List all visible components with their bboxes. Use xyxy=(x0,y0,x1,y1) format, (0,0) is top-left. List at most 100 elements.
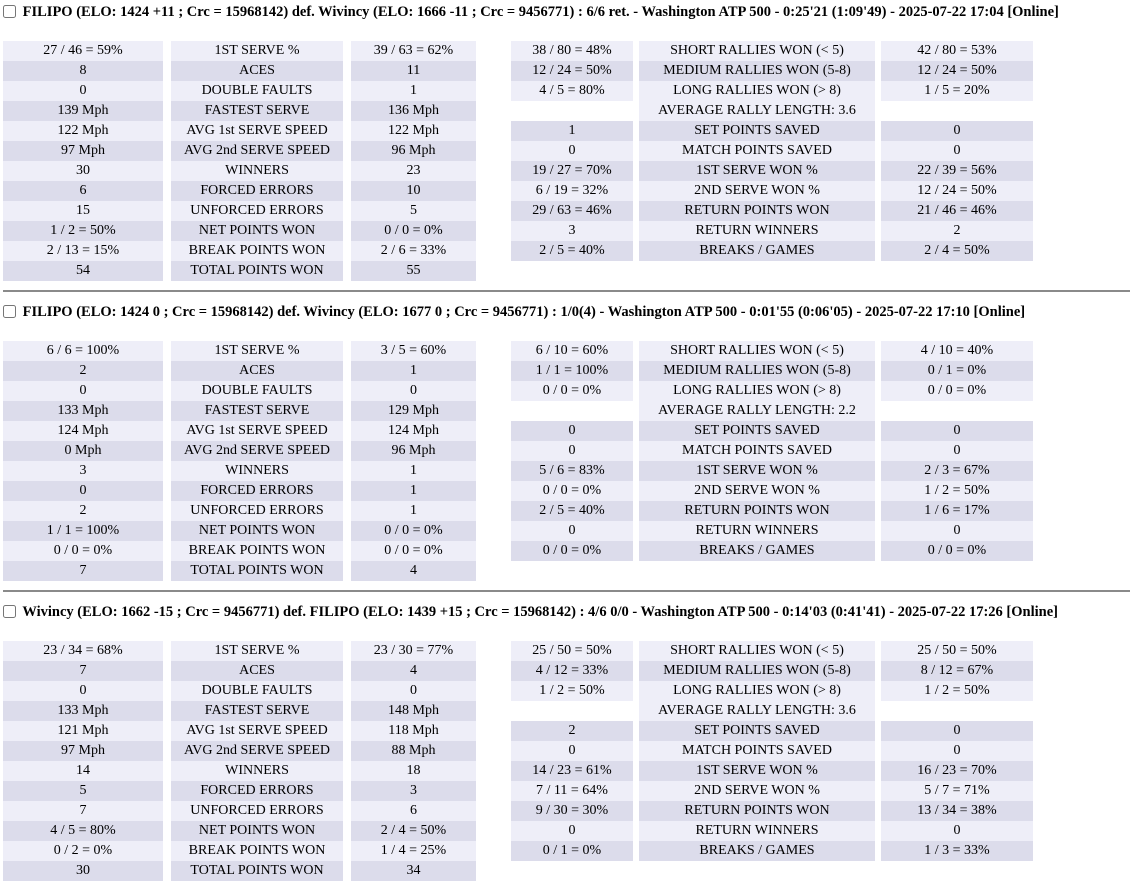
stat-value-p1: 7 / 11 = 64% xyxy=(511,781,633,801)
table-row: 133 Mph FASTEST SERVE 129 Mph xyxy=(3,401,476,421)
table-row: 27 / 46 = 59% 1ST SERVE % 39 / 63 = 62% xyxy=(3,41,476,61)
column-spacer xyxy=(343,121,351,141)
column-spacer xyxy=(343,421,351,441)
table-row: 2 / 5 = 40% BREAKS / GAMES 2 / 4 = 50% xyxy=(511,241,1033,261)
stat-value-p1: 0 xyxy=(3,81,163,101)
stat-value-p2 xyxy=(881,401,1033,421)
stat-value-p1: 1 / 2 = 50% xyxy=(511,681,633,701)
table-row: 0 / 1 = 0% BREAKS / GAMES 1 / 3 = 33% xyxy=(511,841,1033,861)
stat-label: AVG 1st SERVE SPEED xyxy=(171,721,343,741)
table-row: 14 WINNERS 18 xyxy=(3,761,476,781)
table-row: 124 Mph AVG 1st SERVE SPEED 124 Mph xyxy=(3,421,476,441)
stat-value-p1: 139 Mph xyxy=(3,101,163,121)
stat-value-p2: 96 Mph xyxy=(351,441,476,461)
stat-value-p2: 22 / 39 = 56% xyxy=(881,161,1033,181)
column-spacer xyxy=(343,741,351,761)
table-row: 0 FORCED ERRORS 1 xyxy=(3,481,476,501)
stat-value-p2: 0 xyxy=(881,741,1033,761)
stat-label: FASTEST SERVE xyxy=(171,701,343,721)
table-row: 0 MATCH POINTS SAVED 0 xyxy=(511,741,1033,761)
stat-value-p1: 19 / 27 = 70% xyxy=(511,161,633,181)
stat-label: TOTAL POINTS WON xyxy=(171,861,343,881)
column-spacer xyxy=(343,481,351,501)
stat-label: AVG 1st SERVE SPEED xyxy=(171,421,343,441)
column-spacer xyxy=(163,181,171,201)
column-spacer xyxy=(163,161,171,181)
match-select-checkbox[interactable] xyxy=(3,5,16,18)
table-row: AVERAGE RALLY LENGTH: 2.2 xyxy=(511,401,1033,421)
stat-label: 1ST SERVE % xyxy=(171,341,343,361)
stat-label: AVG 2nd SERVE SPEED xyxy=(171,441,343,461)
stat-value-p2: 3 xyxy=(351,781,476,801)
column-spacer xyxy=(343,761,351,781)
column-spacer xyxy=(163,441,171,461)
stat-label: 1ST SERVE % xyxy=(171,641,343,661)
column-spacer xyxy=(343,201,351,221)
column-spacer xyxy=(343,161,351,181)
stat-label: SHORT RALLIES WON (< 5) xyxy=(639,641,875,661)
stat-value-p2 xyxy=(881,701,1033,721)
column-spacer xyxy=(343,781,351,801)
stat-value-p1: 2 xyxy=(3,501,163,521)
stat-label: FORCED ERRORS xyxy=(171,781,343,801)
stat-value-p1: 0 xyxy=(511,421,633,441)
table-row: 0 / 0 = 0% 2ND SERVE WON % 1 / 2 = 50% xyxy=(511,481,1033,501)
stat-value-p2: 13 / 34 = 38% xyxy=(881,801,1033,821)
column-spacer xyxy=(163,781,171,801)
stat-label: DOUBLE FAULTS xyxy=(171,381,343,401)
table-row: 0 RETURN WINNERS 0 xyxy=(511,521,1033,541)
stat-value-p1: 2 xyxy=(511,721,633,741)
stat-value-p1: 1 / 1 = 100% xyxy=(3,521,163,541)
stat-value-p2: 4 xyxy=(351,561,476,581)
stat-label: TOTAL POINTS WON xyxy=(171,261,343,281)
stat-value-p2: 1 / 4 = 25% xyxy=(351,841,476,861)
table-row: 4 / 5 = 80% NET POINTS WON 2 / 4 = 50% xyxy=(3,821,476,841)
stat-value-p2: 12 / 24 = 50% xyxy=(881,61,1033,81)
column-spacer xyxy=(163,381,171,401)
stat-label: AVG 1st SERVE SPEED xyxy=(171,121,343,141)
column-spacer xyxy=(163,141,171,161)
stat-label: AVERAGE RALLY LENGTH: 3.6 xyxy=(639,101,875,121)
stat-value-p2: 1 xyxy=(351,481,476,501)
column-spacer xyxy=(163,741,171,761)
column-spacer xyxy=(343,261,351,281)
stat-label: MEDIUM RALLIES WON (5-8) xyxy=(639,61,875,81)
match-select-checkbox[interactable] xyxy=(3,305,16,318)
match-select-checkbox[interactable] xyxy=(3,605,16,618)
column-spacer xyxy=(163,541,171,561)
column-spacer xyxy=(163,821,171,841)
stat-value-p1: 2 / 5 = 40% xyxy=(511,241,633,261)
stat-value-p1: 2 xyxy=(3,361,163,381)
stat-value-p1: 3 xyxy=(511,221,633,241)
stat-label: UNFORCED ERRORS xyxy=(171,201,343,221)
column-spacer xyxy=(343,641,351,661)
table-row: 14 / 23 = 61% 1ST SERVE WON % 16 / 23 = 70… xyxy=(511,761,1033,781)
table-row: 1 / 1 = 100% NET POINTS WON 0 / 0 = 0% xyxy=(3,521,476,541)
stat-value-p1: 27 / 46 = 59% xyxy=(3,41,163,61)
stat-value-p1: 2 / 5 = 40% xyxy=(511,501,633,521)
stat-value-p1: 14 / 23 = 61% xyxy=(511,761,633,781)
match-result-header: FILIPO (ELO: 1424 0 ; Crc = 15968142) de… xyxy=(22,304,1026,320)
stat-value-p2: 55 xyxy=(351,261,476,281)
stat-value-p1: 0 xyxy=(511,441,633,461)
column-spacer xyxy=(343,81,351,101)
stat-value-p1: 5 / 6 = 83% xyxy=(511,461,633,481)
stat-label: LONG RALLIES WON (> 8) xyxy=(639,681,875,701)
table-row: 2 / 13 = 15% BREAK POINTS WON 2 / 6 = 33% xyxy=(3,241,476,261)
stat-value-p2: 8 / 12 = 67% xyxy=(881,661,1033,681)
stat-value-p2: 88 Mph xyxy=(351,741,476,761)
stat-label: BREAK POINTS WON xyxy=(171,541,343,561)
column-spacer xyxy=(163,641,171,661)
table-row: 3 RETURN WINNERS 2 xyxy=(511,221,1033,241)
column-spacer xyxy=(343,801,351,821)
column-spacer xyxy=(163,461,171,481)
stat-value-p1: 4 / 5 = 80% xyxy=(511,81,633,101)
table-row: 0 MATCH POINTS SAVED 0 xyxy=(511,141,1033,161)
stat-value-p2: 0 / 0 = 0% xyxy=(881,541,1033,561)
column-spacer xyxy=(343,181,351,201)
stat-value-p2: 11 xyxy=(351,61,476,81)
stat-label: LONG RALLIES WON (> 8) xyxy=(639,81,875,101)
table-row: 1 / 2 = 50% NET POINTS WON 0 / 0 = 0% xyxy=(3,221,476,241)
stat-value-p2: 23 xyxy=(351,161,476,181)
table-row: AVERAGE RALLY LENGTH: 3.6 xyxy=(511,101,1033,121)
